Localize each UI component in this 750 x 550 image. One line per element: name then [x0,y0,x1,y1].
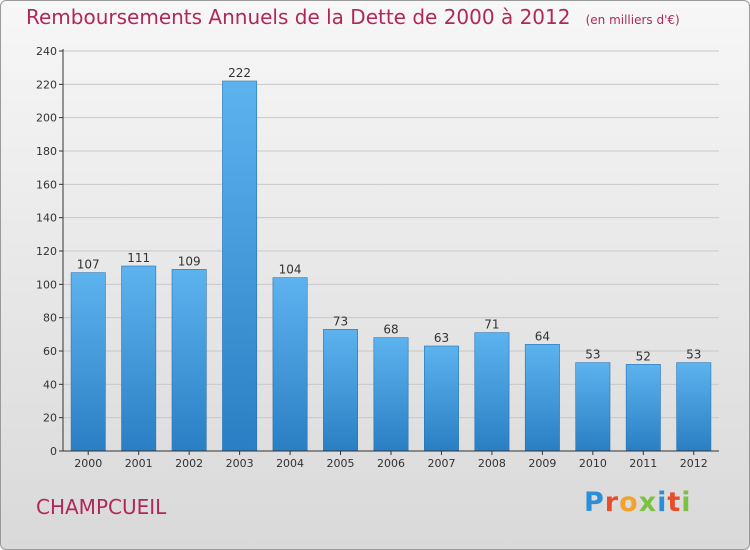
data-label-2006: 68 [383,323,398,337]
bar-2002 [171,269,207,452]
bar-2009 [524,344,560,452]
data-label-2012: 53 [686,348,701,362]
bar-2001 [121,265,157,452]
city-name: CHAMPCUEIL [36,495,167,519]
data-label-2007: 63 [434,331,449,345]
y-tick-label: 100 [36,278,57,291]
x-tick-label-2007: 2007 [427,457,455,470]
y-tick-label: 0 [50,445,57,458]
bar-2005 [323,329,358,452]
bar-2006 [373,337,409,452]
bar-2004 [272,277,308,452]
logo-letter: x [638,487,658,518]
chart-unit-label: (en milliers d'€) [585,13,680,27]
bar-2010 [575,362,611,452]
logo-letter: o [619,487,639,518]
y-tick-label: 220 [36,78,57,91]
bar-2012 [676,362,712,452]
chart-title-text: Remboursements Annuels de la Dette de 20… [26,5,571,29]
logo-letter: i [657,487,668,518]
x-tick-label-2000: 2000 [74,457,102,470]
logo-letter: t [667,487,682,518]
data-label-2004: 104 [279,263,302,277]
x-tick-label-2005: 2005 [327,457,355,470]
logo-letter: i [681,487,692,518]
logo-letter: P [584,487,605,518]
y-tick-label: 240 [36,45,57,58]
x-tick-label-2012: 2012 [680,457,708,470]
bar-2007 [424,345,459,452]
y-tick-label: 120 [36,245,57,258]
bar-2011 [625,364,661,452]
x-tick-label-2008: 2008 [478,457,506,470]
y-tick-label: 80 [43,312,57,325]
data-label-2002: 109 [178,254,201,268]
y-tick-label: 20 [43,412,57,425]
y-tick-label: 160 [36,178,57,191]
bar-2003 [222,80,258,452]
data-label-2003: 222 [228,66,251,80]
chart-title: Remboursements Annuels de la Dette de 20… [26,5,680,29]
data-label-2011: 52 [636,349,651,363]
proxiti-logo[interactable]: Proxiti [584,487,692,518]
bar-2008 [474,332,510,452]
x-tick-label-2010: 2010 [579,457,607,470]
x-tick-label-2001: 2001 [125,457,153,470]
y-tick-label: 40 [43,378,57,391]
x-tick-label-2011: 2011 [629,457,657,470]
bar-2000 [70,272,106,452]
y-tick-label: 140 [36,212,57,225]
x-tick-label-2006: 2006 [377,457,405,470]
x-tick-label-2003: 2003 [226,457,254,470]
data-label-2000: 107 [77,258,100,272]
data-label-2001: 111 [127,251,150,265]
data-label-2008: 71 [484,318,499,332]
y-tick-label: 180 [36,145,57,158]
y-tick-label: 60 [43,345,57,358]
data-label-2005: 73 [333,314,348,328]
data-label-2009: 64 [535,329,550,343]
data-label-2010: 53 [585,348,600,362]
x-tick-label-2009: 2009 [528,457,556,470]
y-tick-label: 200 [36,112,57,125]
logo-letter: r [604,487,620,518]
x-tick-label-2004: 2004 [276,457,304,470]
x-tick-label-2002: 2002 [175,457,203,470]
